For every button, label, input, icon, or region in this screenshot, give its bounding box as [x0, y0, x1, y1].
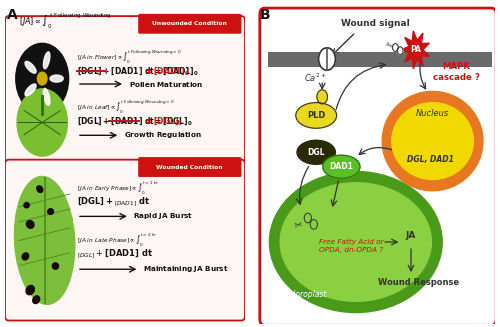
Circle shape	[398, 47, 403, 55]
Circle shape	[38, 72, 47, 85]
Text: B: B	[260, 8, 270, 22]
FancyBboxPatch shape	[138, 157, 242, 177]
Text: $\mathbf{Maintaining\ JA\ Burst}$: $\mathbf{Maintaining\ JA\ Burst}$	[143, 264, 228, 274]
Text: Wounded Condition: Wounded Condition	[156, 164, 223, 169]
Ellipse shape	[25, 61, 36, 73]
Ellipse shape	[50, 75, 63, 82]
Ellipse shape	[280, 183, 432, 301]
Text: ✂: ✂	[382, 40, 394, 51]
Text: $[JA]\propto\int_0^{\,t\ \mathrm{Following\ Wounding}}$: $[JA]\propto\int_0^{\,t\ \mathrm{Followi…	[20, 11, 112, 31]
Text: $\mathbf{Growth\ Regulation}$: $\mathbf{Growth\ Regulation}$	[124, 130, 202, 140]
Ellipse shape	[270, 171, 442, 313]
Text: $[JA\ in\ Leaf]\propto\int_0^{t\ Following\ Wounding=0}$: $[JA\ in\ Leaf]\propto\int_0^{t\ Followi…	[77, 100, 174, 116]
Circle shape	[304, 213, 312, 223]
Ellipse shape	[14, 177, 75, 304]
Text: ✂: ✂	[294, 219, 303, 230]
Ellipse shape	[52, 263, 59, 269]
Text: $\mathbf{[DGL]+[DAD1]\ dt}$: $\mathbf{[DGL]+[DAD1]\ dt}$	[142, 18, 234, 29]
Text: $\mathbf{Rapid\ JA\ Burst}$: $\mathbf{Rapid\ JA\ Burst}$	[134, 211, 194, 221]
Text: Wound Response: Wound Response	[378, 278, 459, 286]
Text: Nucleus: Nucleus	[416, 109, 449, 118]
Ellipse shape	[26, 285, 34, 295]
Polygon shape	[402, 31, 429, 69]
FancyBboxPatch shape	[5, 16, 245, 164]
Text: $Ca^{2+}$: $Ca^{2+}$	[304, 71, 327, 84]
Text: $_{[DGL]}+\mathbf{[DAD1]\ dt}$: $_{[DGL]}+\mathbf{[DAD1]\ dt}$	[77, 248, 153, 261]
Ellipse shape	[37, 186, 43, 193]
Ellipse shape	[382, 91, 483, 191]
Text: $\mathbf{=[DAD1]_0}$: $\mathbf{=[DAD1]_0}$	[144, 64, 190, 77]
Text: $\mathbf{Pollen\ Maturation}$: $\mathbf{Pollen\ Maturation}$	[128, 79, 203, 89]
Ellipse shape	[25, 84, 36, 96]
Text: $[JA\ in\ Early\ Phase]\propto\int_0^{t<1\ hr}$: $[JA\ in\ Early\ Phase]\propto\int_0^{t<…	[77, 181, 160, 197]
Text: $[JA\ in\ Flower]\propto\int_0^{t\ Following\ Wounding=0}$: $[JA\ in\ Flower]\propto\int_0^{t\ Follo…	[77, 50, 182, 66]
Text: $\mathbf{[DGL]+}_{[DAD1]}\ \mathbf{dt}$: $\mathbf{[DGL]+}_{[DAD1]}\ \mathbf{dt}$	[77, 195, 150, 209]
Text: $\mathbf{=[DGL]_0}$: $\mathbf{=[DGL]_0}$	[144, 115, 184, 127]
Text: Wound signal: Wound signal	[340, 19, 409, 28]
Text: Unwounded Condition: Unwounded Condition	[152, 21, 227, 26]
Circle shape	[16, 43, 68, 114]
Text: A: A	[8, 8, 18, 22]
Ellipse shape	[22, 253, 29, 260]
Text: JA: JA	[406, 231, 416, 240]
Text: Chloroplast: Chloroplast	[284, 290, 327, 300]
Ellipse shape	[44, 88, 50, 105]
Ellipse shape	[48, 209, 54, 215]
Ellipse shape	[297, 140, 336, 164]
Circle shape	[392, 43, 398, 51]
Ellipse shape	[24, 202, 29, 208]
FancyBboxPatch shape	[138, 14, 242, 34]
Ellipse shape	[296, 103, 337, 128]
FancyBboxPatch shape	[260, 8, 496, 325]
Text: DGL, DAD1: DGL, DAD1	[407, 155, 454, 164]
Circle shape	[17, 89, 68, 156]
Text: Free Fatty Acid or
OPDA, dn-OPDA ?: Free Fatty Acid or OPDA, dn-OPDA ?	[319, 239, 384, 253]
Text: $\mathbf{[DGL]+[DAD1]\ dt=[DAD1]_0}$: $\mathbf{[DGL]+[DAD1]\ dt=[DAD1]_0}$	[77, 64, 199, 77]
Text: PA: PA	[410, 45, 421, 54]
Text: PLD: PLD	[307, 111, 326, 120]
FancyBboxPatch shape	[5, 160, 245, 320]
Circle shape	[318, 48, 336, 70]
Ellipse shape	[392, 103, 473, 180]
Text: MAPK
cascade ?: MAPK cascade ?	[433, 62, 480, 82]
Text: $[JA\ in\ Late\ Phase]\propto\int_0^{t>2\ hr}$: $[JA\ in\ Late\ Phase]\propto\int_0^{t>2…	[77, 233, 158, 249]
FancyBboxPatch shape	[268, 52, 492, 66]
Circle shape	[317, 90, 328, 104]
Ellipse shape	[323, 155, 360, 178]
Ellipse shape	[32, 296, 40, 303]
Text: DAD1: DAD1	[330, 162, 353, 171]
Ellipse shape	[26, 220, 34, 228]
Circle shape	[310, 220, 318, 229]
Text: $\mathbf{[DGL]+[DAD1]\ dt=[DGL]_0}$: $\mathbf{[DGL]+[DAD1]\ dt=[DGL]_0}$	[77, 115, 192, 127]
Ellipse shape	[44, 52, 50, 69]
Text: DGL: DGL	[308, 148, 325, 157]
